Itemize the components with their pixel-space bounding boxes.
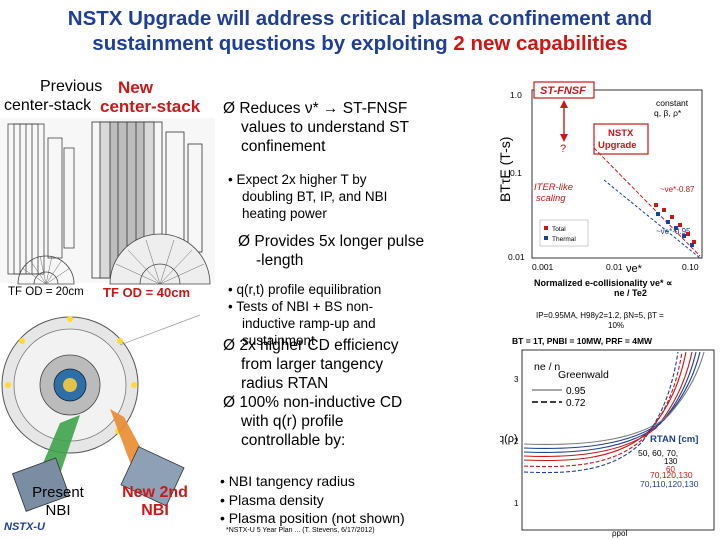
legend-title-b: Greenwald [558,369,609,381]
y-tick-bot: 0.01 [508,252,525,262]
nstx-upgrade-line-1: NSTX [608,128,634,139]
nbi-top-view-drawing [0,305,225,520]
tf-od-old-label: TF OD = 20cm [8,286,84,298]
legend-title-a: ne / n [534,361,560,373]
nstx-upgrade-box [593,123,649,155]
bullet-longer-pulse: Ø Provides 5x longer pulse -length [238,232,508,270]
present-nbi-line-2: NBI [45,502,71,519]
sub-bullet-2b-line-1: • Tests of NBI + BS non- [228,299,374,314]
bullet-4-line-2: with q(r) profile [241,413,344,430]
scaling-line-thermal [603,179,701,259]
thermal-points [656,212,694,247]
x-tick-right: 0.10 [682,262,699,272]
bullet-3-line-2: from larger tangency [241,356,384,373]
q-y-tick-3: 3 [514,375,519,384]
constant-line-2: q, β, ρ* [654,108,682,118]
question-mark: ? [560,143,566,155]
top-chart-legend [539,219,589,247]
sub-bullets-cd-control: • NBI tangency radius • Plasma density •… [220,472,490,528]
iter-like-line-1: ITER-like [534,182,573,193]
sub-bullet-2b-line-3: sustainment [242,333,315,348]
xlabel-line-2: ne / Te2 [614,288,647,298]
total-points [654,203,696,244]
q-curves [523,351,705,474]
y-tick-top: 1.0 [510,90,522,100]
nstx-u-logo: NSTX-U [4,521,45,533]
constant-line-1: constant [656,98,689,108]
present-nbi-label: Present NBI [22,484,94,520]
present-nbi-line-1: Present [32,484,84,501]
legend-thermal: Thermal [552,236,576,243]
sub-bullet-expect-higher-t: • Expect 2x higher T by doubling BT, IP,… [228,171,500,222]
legend-value-1: 0.95 [566,386,586,397]
bullet-1-line-3: confinement [241,138,326,155]
legend-value-2: 0.72 [566,398,586,409]
rtan-extra: 60 [666,465,675,474]
bullets-cd-efficiency: Ø 2x higher CD efficiency from larger ta… [223,336,513,450]
new-2nd-nbi-line-2: NBI [141,502,169,519]
bullet-1-line-1: Ø Reduces ν* → ST-FNSF [223,100,408,117]
bullet-2-line-1: Ø Provides 5x longer pulse [238,233,425,250]
q-ylabel: q(ρ) [500,433,518,445]
sub-bullet-1-line-1: • Expect 2x higher T by [228,172,367,187]
sub-bullets-pulse: • q(r,t) profile equilibration • Tests o… [228,281,500,349]
q-xlabel: ρpol [612,529,627,538]
bullet-4-line-1: Ø 100% non-inductive CD [223,394,403,411]
st-fnsf-box [533,81,595,99]
sub-bullet-4b: • Plasma density [220,491,324,508]
rtan-line-4: 70,110,120,130 [640,479,699,489]
bullet-4-line-3: controllable by: [241,432,346,449]
y-tick-mid: 0.1 [510,168,522,178]
legend-total: Total [552,226,566,233]
sub-bullet-4a: • NBI tangency radius [220,473,355,489]
title-line-1: NSTX Upgrade will address critical plasm… [67,7,653,30]
title-line-2: sustainment questions by exploiting 2 ne… [0,31,720,56]
bullet-reduces-collisionality: Ø Reduces ν* → ST-FNSF values to underst… [223,99,503,156]
nstx-upgrade-line-2: Upgrade [598,140,637,151]
rtan-line-2: 130 [664,457,678,466]
slide-title: NSTX Upgrade will address critical plasm… [0,6,720,56]
q-plot-frame [521,349,715,531]
params-line-3: BT = 1T, PNBI = 10MW, PRF = 4MW [512,336,653,346]
bullet-3-line-1: Ø 2x higher CD efficiency [223,337,399,354]
rtan-line-1: 50, 60, 70, [638,448,678,458]
bullet-3-line-3: radius RTAN [241,375,329,392]
new-label: New [118,78,153,97]
new-center-stack-label: center-stack [100,97,201,116]
sub-bullet-2a: • q(r,t) profile equilibration [228,282,382,297]
sub-bullet-2b-line-2: inductive ramp-up and [242,316,376,331]
x-symbol: νe* [626,263,643,275]
title-line-2-a: sustainment questions by exploiting [92,32,454,55]
x-tick-mid: 0.01 [606,262,623,272]
new-2nd-nbi-line-1: New 2nd [122,484,188,501]
q-profile-chart: IP=0.95MA, H98y2=1.2, βN=5, βT = 10% BT … [500,311,715,538]
title-line-2-highlight: 2 new capabilities [453,32,628,55]
q-y-tick-2: 2 [514,437,519,446]
previous-label: Previous [40,78,103,95]
sub-bullet-1-line-2: doubling BT, IP, and NBI [242,189,388,204]
sub-bullet-1-line-3: heating power [242,206,327,221]
params-line-1: IP=0.95MA, H98y2=1.2, βN=5, βT = [536,311,664,320]
x-tick-left: 0.001 [532,262,554,272]
confinement-chart: BTτE (T-s) 1.0 0.1 0.01 0.001 0.01 0.10 … [497,81,703,298]
params-line-2: 10% [608,321,624,330]
confinement-ylabel: BTτE (T-s) [497,137,513,202]
footnote: *NSTX-U 5 Year Plan ... (T. Stevens, 6/1… [226,527,375,534]
bullet-2-line-2: -length [256,252,304,269]
previous-center-stack-label: center-stack [4,97,92,114]
rtan-title: RTAN [cm] [650,434,698,445]
coil-cross-section-drawing [17,233,211,285]
new-2nd-nbi-label: New 2nd NBI [110,484,200,520]
rtan-line-3: 70,120,130 [650,470,693,480]
tf-od-new-label: TF OD = 40cm [103,285,191,300]
scaling-label-1: ~νe*-0.87 [660,185,695,194]
xlabel-line-1: Normalized e-collisionality νe* ∝ [534,278,672,288]
scaling-label-2: ~νe*-0.95 [656,227,691,236]
bullet-1-line-2: values to understand ST [241,119,410,136]
st-fnsf-label: ST-FNSF [540,85,586,97]
iter-like-line-2: scaling [536,193,566,204]
sub-bullet-4c: • Plasma position (not shown) [220,510,405,526]
q-y-tick-1: 1 [514,499,519,508]
